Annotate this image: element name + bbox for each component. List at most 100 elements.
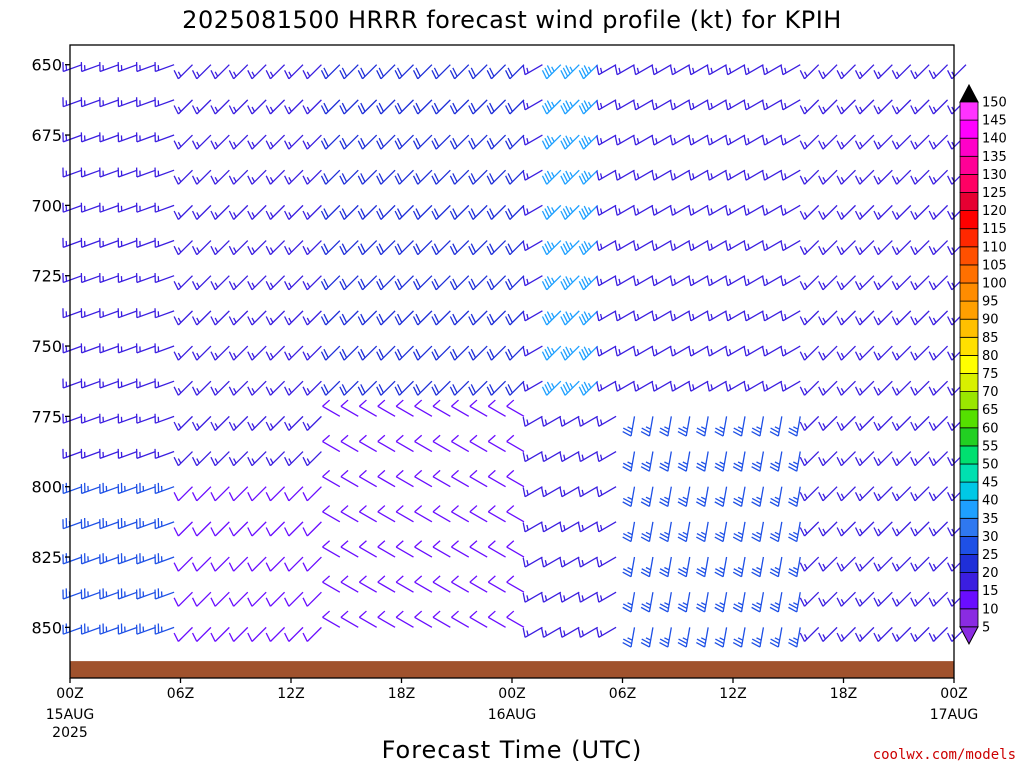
barb-shaft <box>583 310 599 326</box>
barb-flag <box>714 430 724 437</box>
barb-half-flag <box>233 247 237 253</box>
barb-shaft <box>840 134 856 150</box>
barb-shaft <box>877 451 893 467</box>
barb-shaft <box>859 626 875 642</box>
barb-shaft <box>196 486 212 502</box>
barb-flag <box>678 497 688 504</box>
barb-half-flag <box>526 489 529 496</box>
wind-barb <box>761 310 783 322</box>
barb-flag <box>546 100 553 110</box>
wind-barb <box>522 521 543 533</box>
barb-shaft <box>932 64 949 80</box>
barb-flag <box>358 505 367 513</box>
barb-flag <box>395 540 404 548</box>
barb-shaft <box>306 64 322 80</box>
wind-barb <box>322 575 341 593</box>
plot-frame <box>69 44 955 679</box>
barb-shaft <box>506 616 525 628</box>
barb-flag <box>322 399 331 407</box>
barb-flag <box>378 102 384 112</box>
barb-flag <box>228 70 235 80</box>
barb-flag <box>788 568 798 574</box>
barb-shaft <box>509 310 525 326</box>
barb-flag <box>358 469 367 478</box>
barb-flag <box>210 210 216 220</box>
barb-flag <box>633 346 637 357</box>
barb-shaft <box>543 450 562 463</box>
barb-flag <box>818 210 824 220</box>
barb-flag <box>247 245 253 255</box>
barb-shaft <box>325 345 341 361</box>
barb-flag <box>452 173 458 183</box>
barb-flag <box>360 67 366 77</box>
wind-barb <box>799 204 820 220</box>
barb-flag <box>688 381 692 392</box>
barb-flag <box>751 466 761 472</box>
wind-barb <box>62 273 83 284</box>
barb-shaft <box>877 591 893 607</box>
wind-barb <box>357 380 378 396</box>
barb-half-flag <box>859 423 863 429</box>
barb-flag <box>247 281 253 291</box>
x-tick-label: 12Z <box>277 686 304 702</box>
barb-flag <box>397 313 403 323</box>
barb-flag <box>788 641 798 648</box>
barb-flag <box>622 430 632 437</box>
barb-shaft <box>914 134 930 150</box>
barb-flag <box>284 105 290 115</box>
barb-flag <box>854 281 861 291</box>
barb-flag <box>659 571 669 578</box>
barb-half-flag <box>803 106 808 112</box>
wind-barb <box>228 626 249 642</box>
barb-shaft <box>177 626 193 642</box>
barb-shaft <box>269 134 286 150</box>
barb-shaft <box>325 310 341 326</box>
x-tick-sublabel: 2025 <box>52 725 88 741</box>
barb-flag <box>541 105 548 115</box>
barb-shaft <box>288 556 304 572</box>
barb-flag <box>452 67 458 77</box>
barb-shaft <box>251 556 267 572</box>
barb-half-flag <box>765 349 769 355</box>
barb-shaft <box>155 591 175 600</box>
barb-flag <box>577 522 581 532</box>
barb-flag <box>431 140 437 150</box>
barb-flag <box>733 603 743 610</box>
wind-barb <box>505 345 525 361</box>
barb-flag <box>640 641 650 648</box>
barb-flag <box>431 351 437 361</box>
barb-half-flag <box>269 387 274 394</box>
wind-barb <box>468 240 488 256</box>
barb-flag <box>394 281 400 291</box>
wind-barb <box>818 64 838 80</box>
barb-flag <box>228 281 235 291</box>
barb-flag <box>522 416 526 427</box>
barb-shaft <box>343 275 359 291</box>
barb-shaft <box>648 521 654 542</box>
barb-shaft <box>877 626 893 642</box>
barb-shaft <box>740 416 746 437</box>
barb-shaft <box>822 626 838 642</box>
barb-shaft <box>635 345 654 357</box>
barb-shaft <box>564 310 580 326</box>
barb-shaft <box>99 134 120 143</box>
barb-flag <box>596 487 600 497</box>
wind-barb <box>769 521 783 543</box>
colorbar-swatch <box>959 318 979 338</box>
barb-flag <box>622 571 632 578</box>
barb-flag <box>173 386 179 396</box>
barb-shaft <box>782 275 801 287</box>
barb-flag <box>376 386 382 396</box>
barb-flag <box>633 170 637 181</box>
wind-barb <box>614 345 635 357</box>
barb-shaft <box>564 169 580 185</box>
barb-half-flag <box>306 71 311 77</box>
wind-barb <box>210 486 230 502</box>
barb-shaft <box>136 169 156 178</box>
barb-flag <box>323 137 329 147</box>
wind-barb <box>62 623 83 635</box>
barb-shaft <box>877 486 893 502</box>
wind-barb <box>780 239 801 252</box>
barb-shaft <box>764 64 783 76</box>
barb-flag <box>505 386 511 396</box>
